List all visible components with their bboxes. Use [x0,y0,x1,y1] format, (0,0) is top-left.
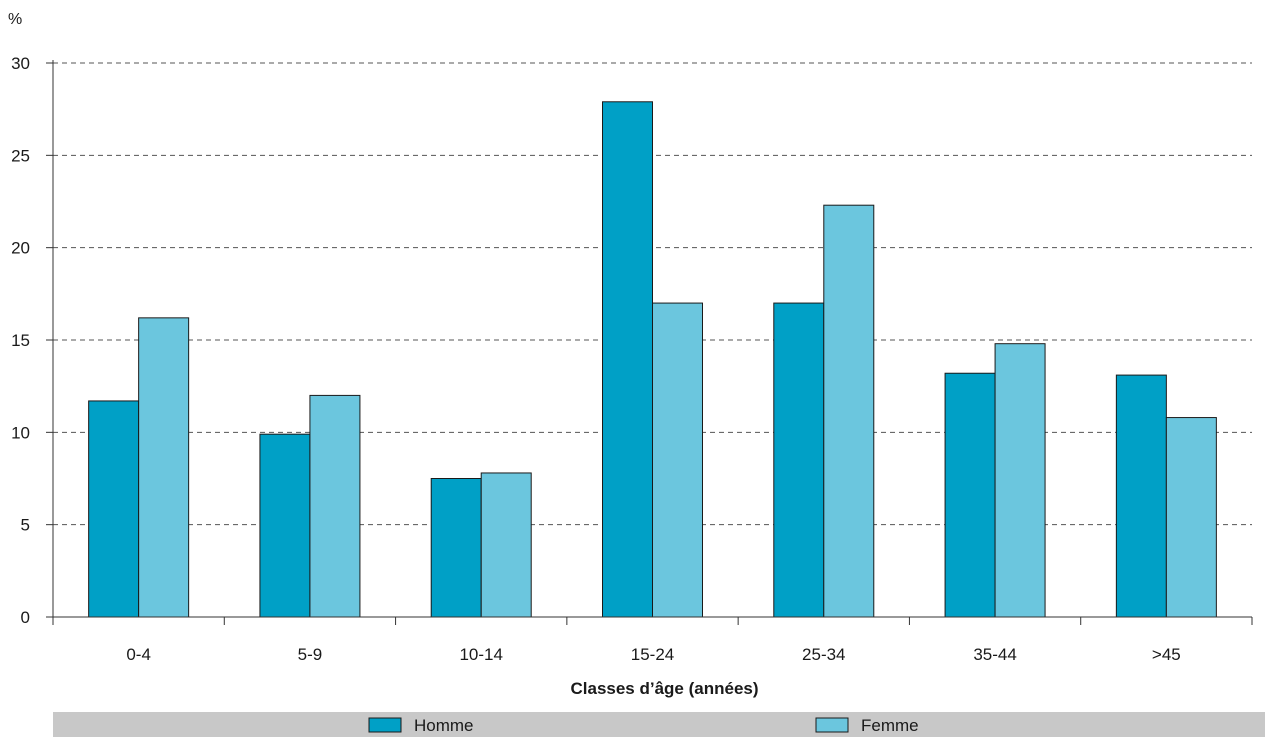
legend: Homme Femme [53,712,1265,737]
bar-homme->45 [1115,374,1167,618]
bar-femme-0-4 [138,317,190,618]
x-tick-label: 0-4 [126,645,151,664]
bar-homme-35-44 [944,372,996,618]
y-tick-label: 20 [11,239,30,258]
bar-femme-35-44 [994,343,1046,618]
legend-swatch-femme [815,717,849,733]
x-tick-labels: 0-4 5-9 10-14 15-24 25-34 35-44 >45 [126,645,1180,664]
x-tick-label: >45 [1152,645,1181,664]
bar-homme-10-14 [430,478,482,618]
x-tick-label: 10-14 [459,645,502,664]
x-tick-label: 25-34 [802,645,845,664]
x-tick-label: 15-24 [631,645,674,664]
y-tick-label: 30 [11,54,30,73]
x-axis-title: Classes d’âge (années) [570,679,758,698]
y-tick-label: 5 [21,516,30,535]
y-tick-label: 25 [11,146,30,165]
axes [52,60,1253,625]
legend-background [53,712,1265,737]
bar-homme-0-4 [88,400,140,618]
bar-femme-15-24 [652,302,703,618]
legend-label-femme: Femme [861,716,919,735]
y-tick-label: 10 [11,423,30,442]
bar-femme-25-34 [823,204,875,618]
legend-label-homme: Homme [414,716,474,735]
bar-homme-15-24 [602,101,653,618]
bars [88,101,1217,618]
legend-swatch-homme [368,717,402,733]
y-tick-labels: 0 5 10 15 20 25 30 [11,54,30,627]
x-tick-label: 5-9 [298,645,323,664]
bar-homme-25-34 [773,302,825,618]
bar-homme-5-9 [259,433,311,618]
y-unit-label: % [8,11,22,28]
bar-femme->45 [1165,417,1217,618]
gridlines [46,62,1252,618]
bar-femme-5-9 [309,394,361,618]
y-tick-label: 0 [21,608,30,627]
y-tick-label: 15 [11,331,30,350]
bar-femme-10-14 [480,472,532,618]
x-tick-label: 35-44 [973,645,1016,664]
